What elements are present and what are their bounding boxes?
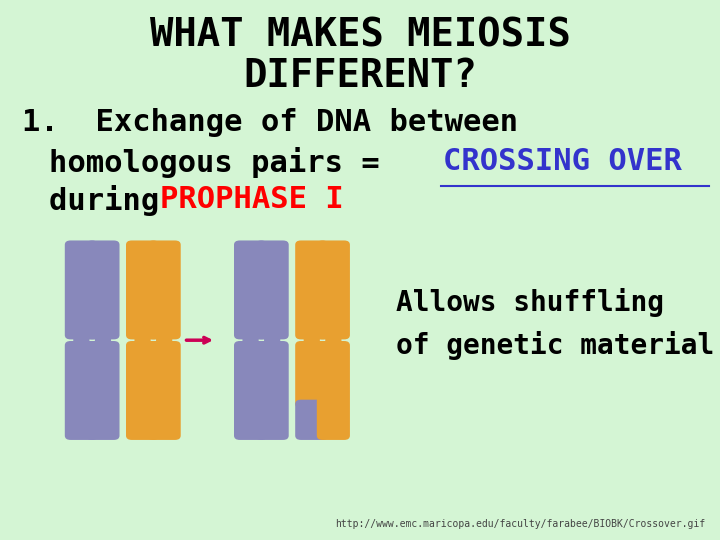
Text: DIFFERENT?: DIFFERENT? [243, 57, 477, 94]
FancyBboxPatch shape [126, 240, 159, 340]
FancyBboxPatch shape [86, 341, 120, 440]
FancyBboxPatch shape [73, 333, 89, 347]
FancyBboxPatch shape [295, 400, 328, 440]
FancyBboxPatch shape [317, 240, 350, 340]
FancyBboxPatch shape [148, 240, 181, 340]
Text: Allows shuffling
of genetic material: Allows shuffling of genetic material [396, 288, 714, 360]
FancyBboxPatch shape [264, 333, 280, 347]
FancyBboxPatch shape [256, 240, 289, 340]
Text: 1.  Exchange of DNA between: 1. Exchange of DNA between [22, 108, 518, 137]
Text: http://www.emc.maricopa.edu/faculty/farabee/BIOBK/Crossover.gif: http://www.emc.maricopa.edu/faculty/fara… [336, 519, 706, 529]
FancyBboxPatch shape [86, 240, 120, 340]
FancyBboxPatch shape [126, 341, 159, 440]
FancyBboxPatch shape [317, 341, 350, 440]
FancyBboxPatch shape [256, 341, 289, 440]
FancyBboxPatch shape [243, 333, 258, 347]
Text: during: during [49, 185, 178, 215]
Text: CROSSING OVER: CROSSING OVER [443, 147, 682, 176]
FancyBboxPatch shape [135, 333, 150, 347]
Text: WHAT MAKES MEIOSIS: WHAT MAKES MEIOSIS [150, 16, 570, 54]
FancyBboxPatch shape [325, 333, 341, 347]
FancyBboxPatch shape [295, 341, 328, 408]
Text: homologous pairs =: homologous pairs = [49, 147, 398, 178]
FancyBboxPatch shape [95, 333, 111, 347]
FancyBboxPatch shape [156, 333, 172, 347]
FancyBboxPatch shape [65, 240, 98, 340]
FancyBboxPatch shape [234, 240, 267, 340]
FancyBboxPatch shape [234, 341, 267, 440]
FancyBboxPatch shape [65, 341, 98, 440]
FancyBboxPatch shape [304, 333, 320, 347]
Text: PROPHASE I: PROPHASE I [160, 185, 343, 214]
FancyBboxPatch shape [295, 240, 328, 340]
FancyBboxPatch shape [148, 341, 181, 440]
